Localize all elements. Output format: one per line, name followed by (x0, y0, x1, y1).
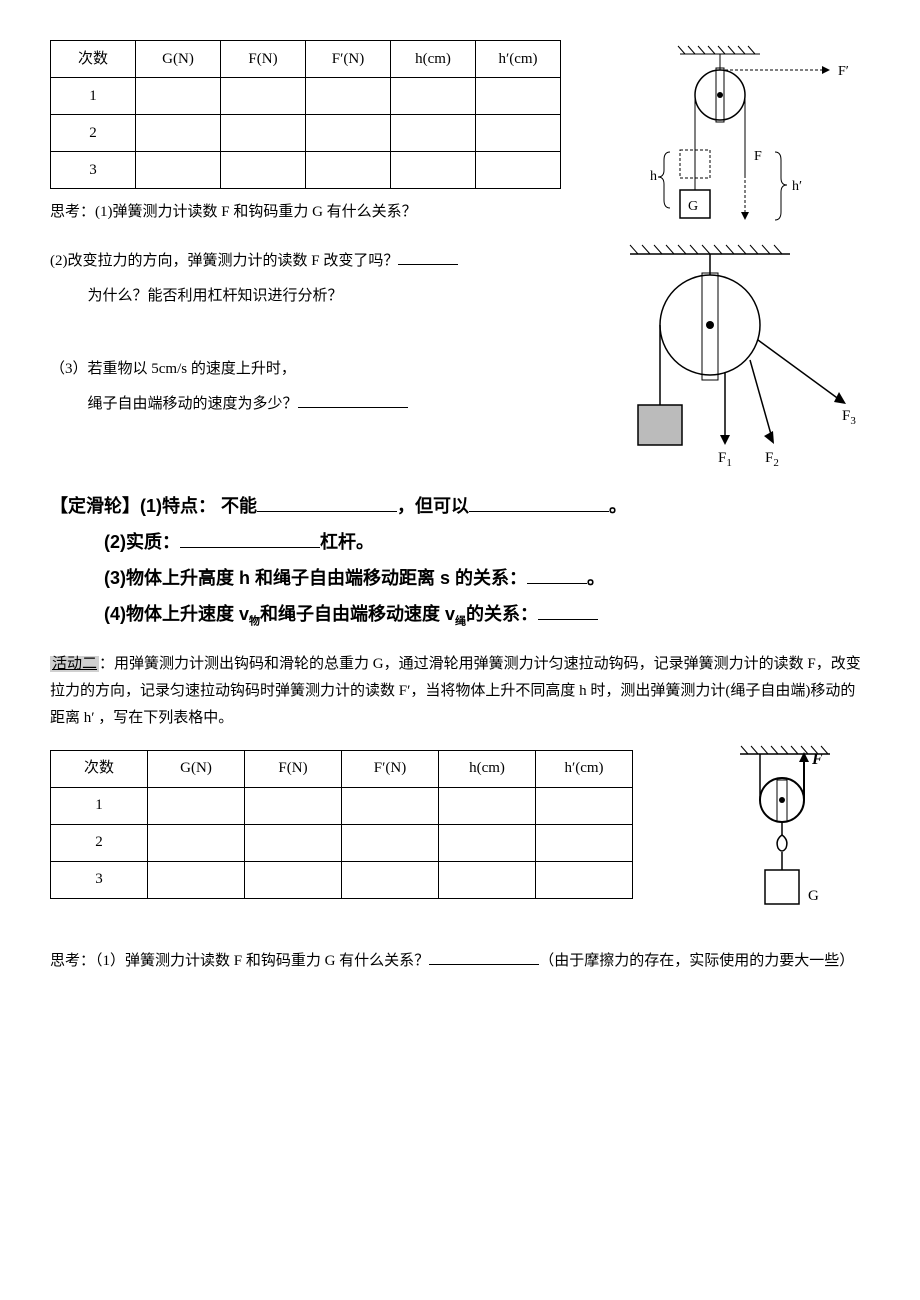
text: (2)改变拉力的方向，弹簧测力计的读数 F 改变了吗？ (50, 253, 398, 269)
text: 绳子自由端移动的速度为多少？ (88, 396, 298, 412)
th: G(N) (136, 41, 221, 78)
text: ，但可以 (397, 496, 469, 516)
th: h(cm) (439, 750, 536, 787)
label-F: F (754, 149, 762, 164)
diagram-3: F G (730, 740, 870, 940)
activity-2: 活动二：用弹簧测力计测出钩码和滑轮的总重力 G，通过滑轮用弹簧测力计匀速拉动钩码… (50, 651, 870, 732)
top-row: 次数 G(N) F(N) F′(N) h(cm) h′(cm) 1 2 3 思考… (50, 40, 870, 240)
blank-field[interactable] (298, 392, 408, 408)
text: 。 (609, 496, 627, 516)
activity-label: 活动二 (50, 656, 99, 672)
table-row: 1 (51, 78, 561, 115)
pulley-forces-diagram-icon: F1 F2 F3 (590, 240, 870, 470)
label-h: h (650, 169, 657, 184)
th: F(N) (245, 750, 342, 787)
td: 3 (51, 152, 136, 189)
text: (3)物体上升高度 h 和绳子自由端移动距离 s 的关系： (104, 568, 527, 588)
text: (2)实质： (104, 532, 180, 552)
data-table-2: 次数 G(N) F(N) F′(N) h(cm) h′(cm) 1 2 3 (50, 750, 633, 899)
label-hprime: h′ (792, 179, 802, 194)
mid-row: (2)改变拉力的方向，弹簧测力计的读数 F 改变了吗？ 为什么？能否利用杠杆知识… (50, 240, 870, 470)
td: 2 (51, 115, 136, 152)
text: 思考：（1）弹簧测力计读数 F 和钩码重力 G 有什么关系？ (50, 953, 429, 969)
label-Fprime: F′ (838, 64, 849, 79)
activity-text: ：用弹簧测力计测出钩码和滑轮的总重力 G，通过滑轮用弹簧测力计匀速拉动钩码，记录… (50, 656, 861, 726)
th: 次数 (51, 750, 148, 787)
movable-pulley-diagram-icon: F G (730, 740, 870, 940)
text: (4)物体上升速度 v (104, 604, 249, 624)
bottom-left-col: 次数 G(N) F(N) F′(N) h(cm) h′(cm) 1 2 3 (50, 740, 710, 909)
mid-left-col: (2)改变拉力的方向，弹簧测力计的读数 F 改变了吗？ 为什么？能否利用杠杆知识… (50, 240, 570, 426)
text: 和绳子自由端移动速度 v (260, 604, 455, 624)
diagram-2: F1 F2 F3 (590, 240, 870, 470)
data-table-1: 次数 G(N) F(N) F′(N) h(cm) h′(cm) 1 2 3 (50, 40, 561, 189)
th: 次数 (51, 41, 136, 78)
td: 3 (51, 861, 148, 898)
line-1: 【定滑轮】(1)特点： 不能 ，但可以 。 (50, 488, 870, 524)
blank-field[interactable] (257, 493, 397, 512)
label-F3: F3 (842, 408, 856, 427)
label-G: G (808, 888, 819, 904)
line-2: (2)实质： 杠杆。 (104, 524, 870, 560)
text: 。 (587, 568, 605, 588)
table-row: 2 (51, 824, 633, 861)
question-1-2a: (2)改变拉力的方向，弹簧测力计的读数 F 改变了吗？ (50, 248, 570, 275)
question-2-1: 思考：（1）弹簧测力计读数 F 和钩码重力 G 有什么关系？ （由于摩擦力的存在，… (50, 948, 870, 975)
th: h′(cm) (476, 41, 561, 78)
line-3: (3)物体上升高度 h 和绳子自由端移动距离 s 的关系： 。 (104, 560, 870, 596)
table-row: 3 (51, 152, 561, 189)
table-row: 次数 G(N) F(N) F′(N) h(cm) h′(cm) (51, 750, 633, 787)
th: h(cm) (391, 41, 476, 78)
fixed-pulley-section: 【定滑轮】(1)特点： 不能，但可以。 (2)实质：杠杆。 (3)物体上升高度 … (50, 488, 870, 633)
fixed-pulley-diagram-icon: G h F′ F h′ (630, 40, 870, 240)
text: (1)特点： 不能 (140, 496, 257, 516)
th: G(N) (148, 750, 245, 787)
section-title: 【定滑轮】 (50, 496, 140, 516)
text: （由于摩擦力的存在，实际使用的力要大一些） (539, 953, 854, 969)
diagram-1: G h F′ F h′ (630, 40, 870, 240)
td: 1 (51, 787, 148, 824)
th: F′(N) (306, 41, 391, 78)
question-1-1: 思考：(1)弹簧测力计读数 F 和钩码重力 G 有什么关系？ (50, 199, 610, 226)
question-1-3b: 绳子自由端移动的速度为多少？ (88, 391, 571, 418)
label-F1: F1 (718, 450, 732, 469)
th: F(N) (221, 41, 306, 78)
th: F′(N) (342, 750, 439, 787)
label-F2: F2 (765, 450, 779, 469)
bottom-row: 次数 G(N) F(N) F′(N) h(cm) h′(cm) 1 2 3 (50, 740, 870, 940)
subscript: 绳 (455, 616, 466, 628)
top-left-col: 次数 G(N) F(N) F′(N) h(cm) h′(cm) 1 2 3 思考… (50, 40, 610, 234)
table-row: 2 (51, 115, 561, 152)
subscript: 物 (249, 616, 260, 628)
blank-field[interactable] (469, 493, 609, 512)
text: 的关系： (466, 604, 538, 624)
blank-field[interactable] (429, 949, 539, 965)
question-1-3a: （3）若重物以 5cm/s 的速度上升时， (50, 356, 570, 383)
th: h′(cm) (536, 750, 633, 787)
table-row: 次数 G(N) F(N) F′(N) h(cm) h′(cm) (51, 41, 561, 78)
question-1-2b: 为什么？能否利用杠杆知识进行分析？ (88, 283, 571, 310)
blank-field[interactable] (527, 565, 587, 584)
blank-field[interactable] (398, 249, 458, 265)
blank-field[interactable] (538, 601, 598, 620)
td: 2 (51, 824, 148, 861)
text: 杠杆。 (320, 532, 374, 552)
blank-field[interactable] (180, 529, 320, 548)
line-4: (4)物体上升速度 v物和绳子自由端移动速度 v绳的关系： (104, 596, 870, 633)
table-row: 3 (51, 861, 633, 898)
label-G: G (688, 199, 698, 214)
table-row: 1 (51, 787, 633, 824)
label-F: F (811, 751, 823, 768)
td: 1 (51, 78, 136, 115)
